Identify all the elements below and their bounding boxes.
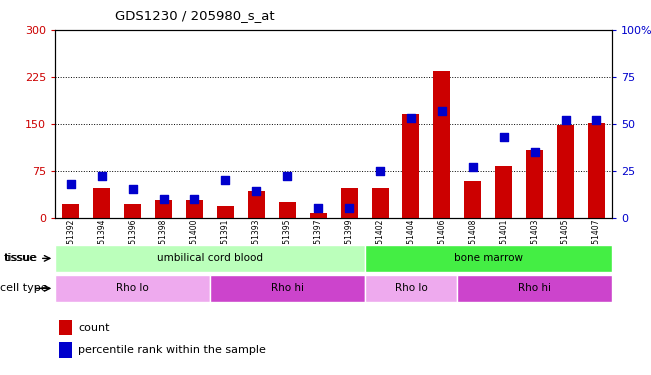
Point [467,164,478,170]
Point [66,181,76,187]
Bar [588,123,605,218]
Point [344,205,354,211]
Bar [217,206,234,218]
Point [128,186,138,192]
Text: count: count [78,322,109,333]
Bar [402,114,419,218]
Bar [526,150,543,217]
Bar [557,125,574,217]
Text: Rho lo: Rho lo [395,284,427,293]
Bar [186,200,203,217]
Point [591,117,602,123]
Point [375,168,385,174]
Point [561,117,571,123]
Text: tissue: tissue [5,254,37,263]
Point [158,196,169,202]
Bar [340,188,357,218]
Point [313,205,324,211]
Bar [55,275,210,302]
Bar [62,204,79,218]
Point [220,177,230,183]
Text: umbilical cord blood: umbilical cord blood [157,254,263,263]
Bar [464,181,481,218]
Point [251,188,262,194]
Bar [365,275,457,302]
Bar [372,188,389,218]
Bar [59,320,72,335]
Point [499,134,509,140]
Point [282,173,292,179]
Text: Rho lo: Rho lo [117,284,149,293]
Point [96,173,107,179]
Text: cell type: cell type [0,284,48,293]
Bar [55,245,365,272]
Point [529,149,540,155]
Bar [248,191,265,217]
Bar [495,166,512,218]
Text: percentile rank within the sample: percentile rank within the sample [78,345,266,355]
Text: Rho hi: Rho hi [518,284,551,293]
Bar [279,202,296,217]
Bar [365,245,612,272]
Point [189,196,200,202]
Text: Rho hi: Rho hi [271,284,304,293]
Bar [310,213,327,217]
Bar [210,275,365,302]
Text: tissue: tissue [3,254,36,263]
Bar [434,70,450,217]
Text: bone marrow: bone marrow [454,254,523,263]
Bar [59,342,72,358]
Bar [457,275,612,302]
Bar [155,200,172,217]
Point [406,115,416,121]
Bar [93,188,110,218]
Bar [124,204,141,218]
Point [437,108,447,114]
Text: GDS1230 / 205980_s_at: GDS1230 / 205980_s_at [115,9,275,22]
